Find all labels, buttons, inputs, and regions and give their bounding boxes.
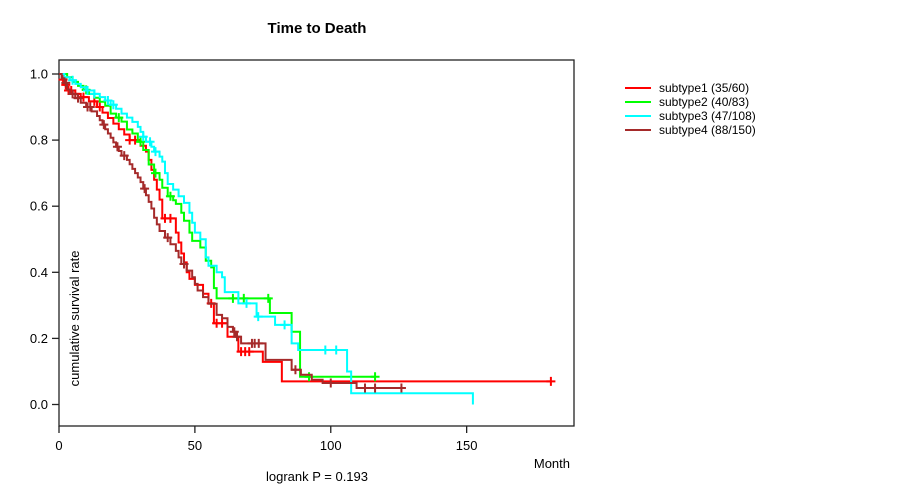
y-axis-tick-label: 0.0 bbox=[30, 397, 48, 412]
censor-marks-subtype3 bbox=[68, 75, 341, 355]
curve-subtype2 bbox=[59, 73, 376, 378]
legend-item-subtype4: subtype4 (88/150) bbox=[625, 123, 756, 137]
x-axis-tick-label: 100 bbox=[320, 438, 342, 453]
y-axis-tick-label: 0.4 bbox=[30, 265, 48, 280]
plot-box bbox=[58, 59, 575, 427]
legend-label-subtype1: subtype1 (35/60) bbox=[659, 81, 750, 95]
legend-item-subtype3: subtype3 (47/108) bbox=[625, 109, 756, 123]
legend-item-subtype2: subtype2 (40/83) bbox=[625, 95, 756, 109]
y-axis-tick-label: 0.6 bbox=[30, 199, 48, 214]
x-axis-tick-label: 150 bbox=[456, 438, 478, 453]
y-axis-label: cumulative survival rate bbox=[66, 250, 82, 387]
curve-subtype1 bbox=[59, 73, 551, 383]
x-axis-tick-label: 0 bbox=[55, 438, 62, 453]
legend-line-subtype1-icon bbox=[625, 86, 651, 90]
y-axis-tick-label: 0.8 bbox=[30, 133, 48, 148]
y-axis-tick-label: 0.2 bbox=[30, 331, 48, 346]
logrank-annotation: logrank P = 0.193 bbox=[265, 469, 369, 484]
chart-title: Time to Death bbox=[267, 20, 367, 37]
x-axis-tick-label: 50 bbox=[188, 438, 202, 453]
legend-label-subtype3: subtype3 (47/108) bbox=[659, 109, 756, 123]
legend-line-subtype3-icon bbox=[625, 114, 651, 118]
curve-subtype4 bbox=[59, 73, 405, 389]
legend: subtype1 (35/60) subtype2 (40/83) subtyp… bbox=[625, 81, 756, 137]
legend-label-subtype4: subtype4 (88/150) bbox=[659, 123, 756, 137]
legend-line-subtype2-icon bbox=[625, 100, 651, 104]
legend-item-subtype1: subtype1 (35/60) bbox=[625, 81, 756, 95]
censor-marks-subtype4 bbox=[61, 78, 406, 393]
curve-subtype3 bbox=[59, 73, 474, 405]
x-axis-label: Month bbox=[533, 456, 570, 471]
legend-line-subtype4-icon bbox=[625, 128, 651, 132]
legend-label-subtype2: subtype2 (40/83) bbox=[659, 95, 750, 109]
y-axis-tick-label: 1.0 bbox=[30, 67, 48, 82]
